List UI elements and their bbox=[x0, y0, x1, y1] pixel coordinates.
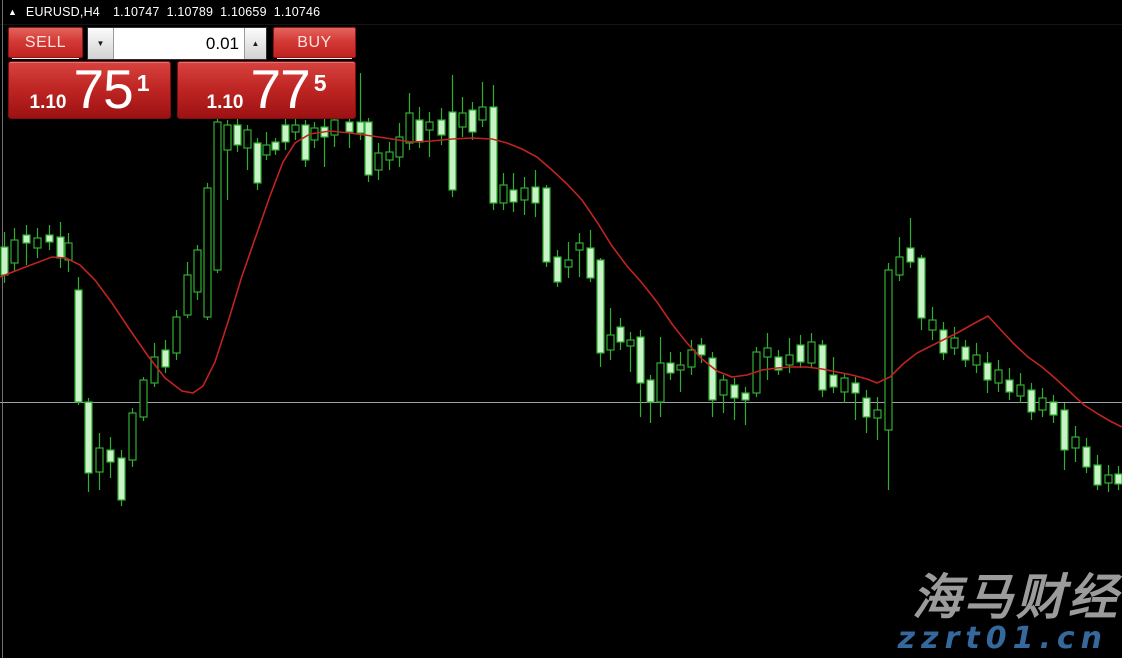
sell-price-pip: 1 bbox=[136, 70, 150, 96]
sell-button[interactable]: SELL bbox=[8, 27, 83, 59]
symbol-timeframe: EURUSD,H4 bbox=[25, 5, 100, 19]
quote-open: 1.10747 bbox=[112, 5, 160, 19]
sell-price-big: 75 bbox=[73, 58, 134, 120]
triangle-down-icon: ▼ bbox=[96, 39, 105, 48]
chart-header: ▲ EURUSD,H4 1.10747 1.10789 1.10659 1.10… bbox=[0, 0, 1122, 25]
buy-button[interactable]: BUY bbox=[273, 27, 356, 59]
volume-spinner: ▼ ▲ bbox=[87, 27, 267, 60]
volume-increase-button[interactable]: ▲ bbox=[244, 28, 266, 59]
sell-price-prefix: 1.10 bbox=[29, 92, 67, 113]
buy-price-big: 77 bbox=[250, 58, 311, 120]
quote-low: 1.10659 bbox=[220, 5, 267, 19]
triangle-up-icon: ▲ bbox=[251, 39, 260, 48]
sell-price-display: 1.10 75 1 bbox=[8, 61, 171, 119]
buy-price-display: 1.10 77 5 bbox=[177, 61, 356, 119]
buy-price-pip: 5 bbox=[313, 70, 327, 96]
moving-average-line bbox=[0, 130, 1122, 428]
buy-price-prefix: 1.10 bbox=[206, 92, 244, 113]
quote-high: 1.10789 bbox=[166, 5, 214, 19]
volume-decrease-button[interactable]: ▼ bbox=[88, 28, 114, 59]
volume-input[interactable] bbox=[114, 28, 244, 59]
quote-close: 1.10746 bbox=[273, 5, 321, 19]
sell-button-label: SELL bbox=[24, 33, 67, 51]
candles-layer bbox=[0, 73, 1122, 506]
buy-button-label: BUY bbox=[297, 33, 332, 51]
collapse-panel-icon[interactable]: ▲ bbox=[8, 6, 17, 17]
